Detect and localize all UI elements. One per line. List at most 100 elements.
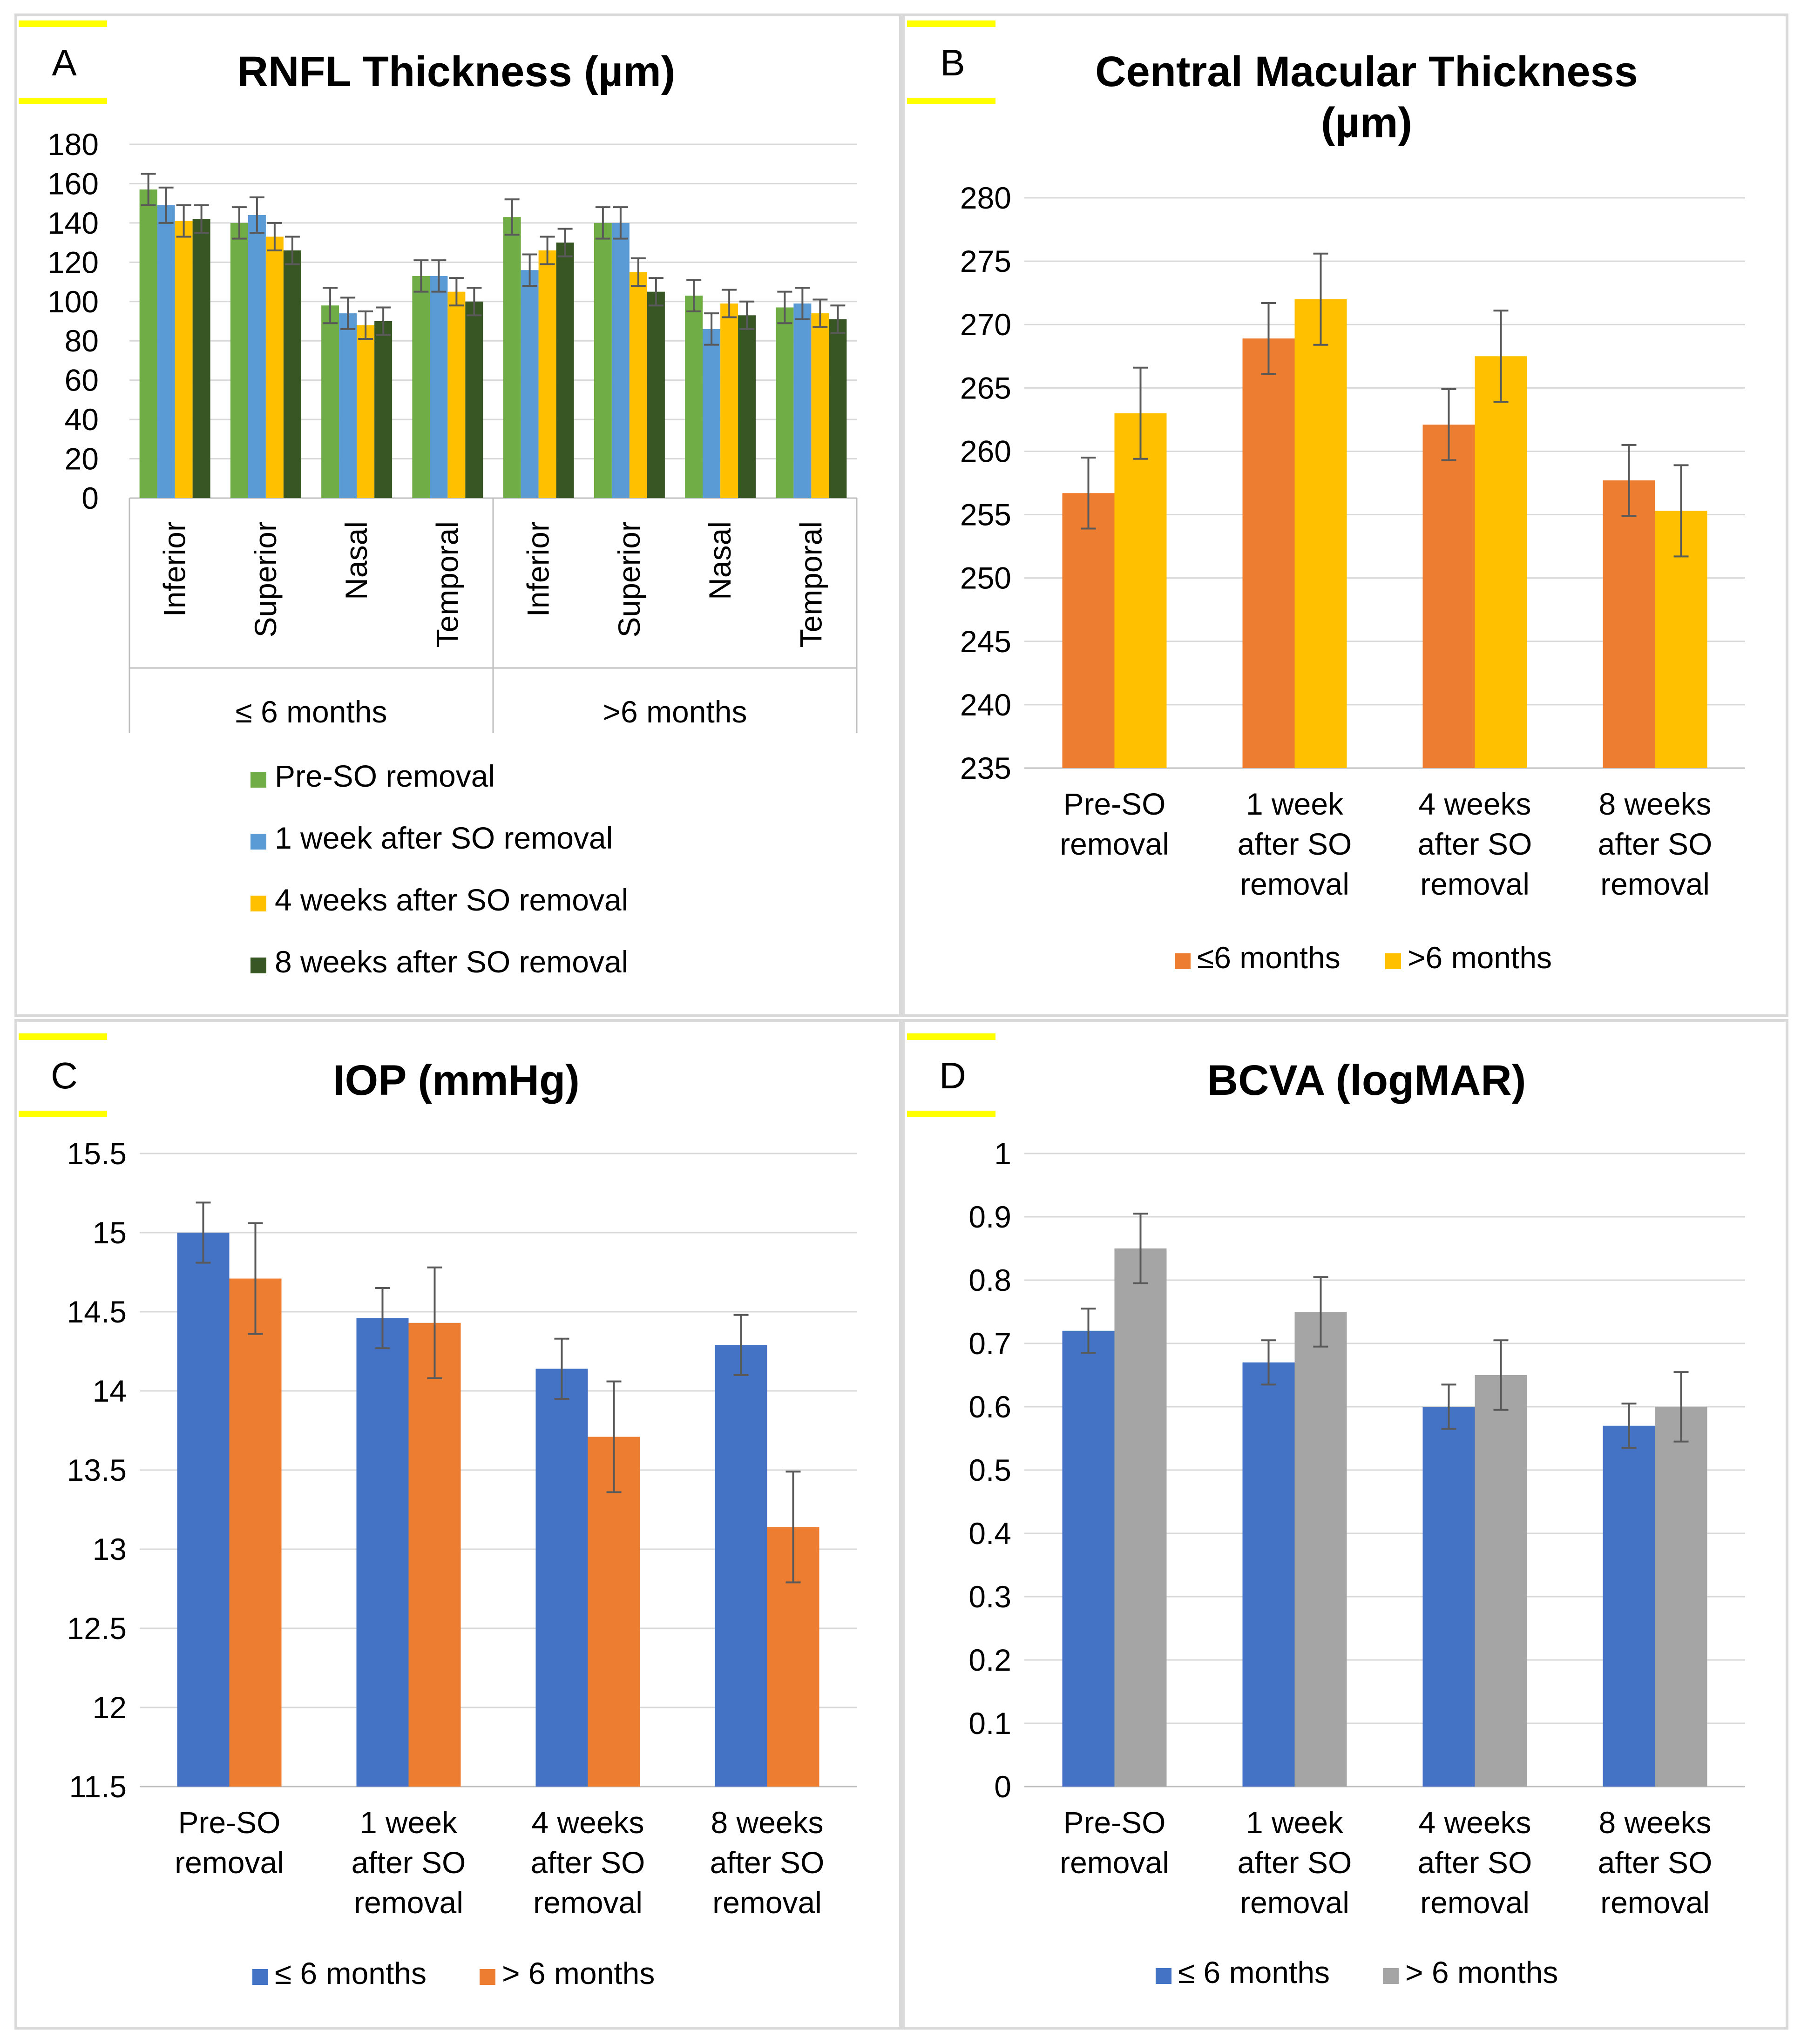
y-tick-label: 270 — [960, 307, 1011, 342]
y-tick-label: 0.2 — [968, 1643, 1011, 1677]
y-tick-label: 0.6 — [968, 1390, 1011, 1424]
x-category-label: after SO — [1418, 827, 1532, 861]
panel-c-legend: ≤ 6 months > 6 months — [252, 1956, 655, 1990]
y-tick-label: 250 — [960, 561, 1011, 595]
bar — [283, 250, 301, 498]
y-tick-label: 60 — [65, 363, 99, 398]
bar — [556, 243, 574, 498]
legend-label: ≤6 months — [1197, 940, 1341, 975]
x-category-label: Inferior — [157, 521, 192, 617]
bar — [229, 1278, 282, 1787]
legend-swatch — [1385, 953, 1401, 969]
x-category-label: Pre-SO — [178, 1805, 280, 1840]
x-category-label: after SO — [352, 1845, 466, 1880]
panel-b-letter: B — [940, 42, 965, 83]
bar — [776, 307, 794, 498]
x-category-label: removal — [712, 1885, 822, 1920]
x-category-label: removal — [1240, 867, 1349, 901]
x-group-label: ≤ 6 months — [235, 695, 387, 729]
bar — [829, 319, 847, 498]
bar — [1242, 1362, 1295, 1787]
y-tick-label: 0 — [994, 1769, 1011, 1804]
bar — [647, 291, 665, 498]
x-category-label: after SO — [1418, 1845, 1532, 1880]
x-category-label: 1 week — [1246, 1805, 1344, 1840]
x-category-label: removal — [533, 1885, 643, 1920]
panel-b-plot: 235 240 245 250 255 260 265 270 275 280 Pre-SO remo… — [960, 181, 1745, 901]
panel-d-letter: D — [939, 1055, 966, 1096]
y-tick-label: 14 — [93, 1374, 127, 1408]
x-category-label: Temporal — [430, 521, 464, 648]
y-tick-label: 15 — [93, 1215, 127, 1250]
panel-c-plot: 11.5 12 12.5 13 13.5 14 14.5 15 15.5 Pre-SO remova… — [67, 1136, 857, 1920]
bar — [535, 1369, 588, 1787]
bar — [412, 276, 430, 498]
x-category-label: Temporal — [793, 521, 828, 648]
bar — [629, 272, 647, 498]
x-group-label: >6 months — [603, 695, 747, 729]
y-tick-label: 140 — [47, 206, 99, 240]
legend-swatch — [1383, 1968, 1399, 1984]
bar — [715, 1345, 767, 1787]
bar — [265, 236, 284, 498]
y-tick-label: 240 — [960, 688, 1011, 722]
bar — [1114, 413, 1167, 768]
x-category-label: after SO — [1598, 827, 1713, 861]
bar — [1603, 1425, 1655, 1787]
y-tick-label: 120 — [47, 245, 99, 279]
bar — [738, 315, 756, 498]
legend-swatch — [480, 1969, 495, 1985]
bar — [1475, 356, 1527, 768]
bar — [720, 304, 738, 498]
y-tick-label: 80 — [65, 324, 99, 358]
panel-d-plot: 0 0.1 0.2 0.3 0.4 0.5 0.6 0.7 0.8 0.9 1 Pre-SO remov… — [968, 1136, 1745, 1920]
bar — [1294, 1312, 1347, 1787]
x-category-label: 8 weeks — [1598, 1805, 1711, 1840]
y-tick-label: 12.5 — [67, 1611, 127, 1646]
y-tick-label: 235 — [960, 751, 1011, 785]
x-category-label: 8 weeks — [1598, 787, 1711, 821]
x-category-label: removal — [1600, 1885, 1710, 1920]
bar — [703, 329, 721, 498]
y-tick-label: 13 — [93, 1532, 127, 1566]
x-category-label: Pre-SO — [1063, 1805, 1165, 1840]
panel-a-title: RNFL Thickness (µm) — [237, 48, 676, 95]
x-category-label: after SO — [1238, 827, 1352, 861]
bar — [175, 221, 193, 499]
x-category-label: after SO — [531, 1845, 645, 1880]
panel-b-badge: B — [907, 20, 995, 104]
y-tick-label: 245 — [960, 624, 1011, 659]
legend-swatch — [251, 834, 266, 850]
panel-c-title: IOP (mmHg) — [333, 1057, 580, 1104]
bar — [1655, 1407, 1707, 1787]
x-category-label: removal — [1600, 867, 1710, 901]
x-category-label: removal — [1240, 1885, 1349, 1920]
bar — [811, 313, 829, 498]
y-tick-label: 15.5 — [67, 1136, 127, 1171]
panel-a-frame — [14, 13, 902, 1017]
bar — [611, 223, 630, 498]
x-category-label: removal — [1420, 867, 1530, 901]
x-category-label: Nasal — [703, 521, 737, 600]
x-category-label: removal — [1060, 827, 1169, 861]
legend-label: 1 week after SO removal — [275, 821, 613, 855]
y-tick-label: 280 — [960, 181, 1011, 215]
bar — [447, 291, 466, 498]
bar — [793, 304, 812, 498]
legend-swatch — [252, 1969, 268, 1985]
bar — [1475, 1375, 1527, 1787]
y-tick-label: 275 — [960, 244, 1011, 278]
bar — [1062, 1330, 1115, 1787]
bar — [1422, 425, 1475, 768]
bar — [1062, 493, 1115, 768]
bar — [503, 217, 521, 498]
y-tick-label: 11.5 — [69, 1769, 127, 1804]
legend-label: ≤ 6 months — [275, 1956, 427, 1990]
bar — [1422, 1407, 1475, 1787]
bar — [588, 1437, 640, 1787]
legend-label: ≤ 6 months — [1178, 1955, 1330, 1990]
legend-swatch — [251, 896, 266, 911]
legend-label: 4 weeks after SO removal — [275, 883, 628, 917]
x-category-label: removal — [354, 1885, 463, 1920]
y-tick-label: 180 — [47, 127, 99, 162]
